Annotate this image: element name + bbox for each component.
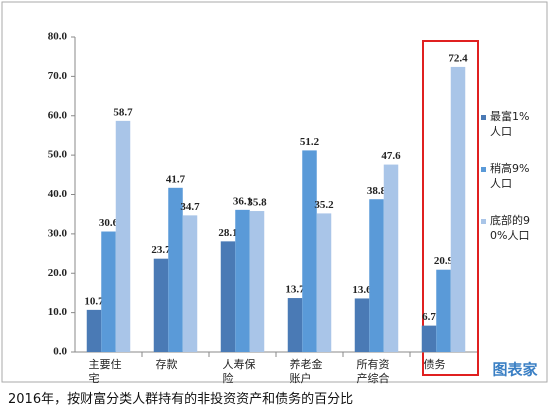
bar bbox=[153, 258, 169, 352]
legend-swatch bbox=[481, 115, 486, 120]
bar bbox=[287, 298, 303, 352]
bar bbox=[182, 215, 198, 352]
bar bbox=[302, 150, 317, 352]
value-label: 72.4 bbox=[448, 52, 468, 64]
y-tick-label: 60.0 bbox=[48, 109, 68, 121]
x-tick-label: 人寿保险 bbox=[222, 358, 256, 385]
x-tick-label: 债务 bbox=[423, 358, 446, 371]
bar bbox=[436, 269, 451, 352]
value-label: 41.7 bbox=[166, 173, 186, 185]
legend-swatch bbox=[481, 167, 486, 172]
value-label: 35.2 bbox=[314, 199, 334, 211]
value-label: 34.7 bbox=[180, 201, 200, 213]
y-tick-label: 80.0 bbox=[48, 31, 68, 43]
legend-label: 稍高9%人口 bbox=[490, 162, 530, 190]
bar bbox=[220, 241, 236, 352]
y-tick-label: 0.0 bbox=[53, 346, 67, 358]
y-tick-label: 30.0 bbox=[48, 227, 68, 239]
value-label: 28.1 bbox=[218, 227, 237, 239]
value-label: 38.8 bbox=[367, 185, 387, 197]
value-label: 13.7 bbox=[285, 284, 305, 296]
legend-label: 最富1%人口 bbox=[490, 110, 530, 138]
x-tick-label: 存款 bbox=[155, 358, 178, 371]
x-tick-label: 养老金账户 bbox=[289, 358, 323, 385]
value-label: 20.9 bbox=[434, 255, 454, 267]
highlight-box bbox=[422, 40, 479, 376]
x-tick-label: 主要住宅 bbox=[88, 358, 122, 385]
bar bbox=[421, 325, 437, 352]
bar bbox=[101, 231, 116, 352]
value-label: 47.6 bbox=[381, 150, 401, 162]
bar bbox=[316, 213, 332, 352]
value-label: 35.8 bbox=[247, 197, 267, 209]
value-label: 36.1 bbox=[233, 195, 252, 207]
y-tick-label: 10.0 bbox=[48, 306, 68, 318]
value-label: 13.6 bbox=[352, 284, 372, 296]
x-tick-label: 所有资产综合 bbox=[356, 358, 390, 385]
bar bbox=[86, 309, 102, 352]
bar bbox=[354, 298, 370, 352]
y-tick-label: 70.0 bbox=[48, 70, 68, 82]
value-label: 51.2 bbox=[300, 136, 320, 148]
legend-swatch bbox=[481, 219, 486, 224]
bar bbox=[383, 164, 399, 352]
bar bbox=[168, 187, 183, 352]
value-label: 10.7 bbox=[84, 295, 104, 307]
value-label: 23.7 bbox=[151, 244, 171, 256]
watermark: 图表家 bbox=[492, 361, 537, 379]
y-tick-label: 50.0 bbox=[48, 149, 68, 161]
bar bbox=[115, 120, 131, 353]
value-label: 58.7 bbox=[113, 106, 133, 118]
legend-label: 底部的90%人口 bbox=[490, 214, 530, 242]
bar bbox=[450, 66, 466, 353]
y-tick-label: 40.0 bbox=[48, 188, 68, 200]
bar bbox=[249, 211, 265, 352]
caption: 2016年，按财富分类人群持有的非投资资产和债务的百分比 bbox=[8, 392, 354, 407]
bar bbox=[235, 209, 250, 352]
bar bbox=[369, 199, 384, 352]
value-label: 6.7 bbox=[422, 311, 436, 323]
y-tick-label: 20.0 bbox=[48, 267, 68, 279]
value-label: 30.6 bbox=[99, 217, 119, 229]
